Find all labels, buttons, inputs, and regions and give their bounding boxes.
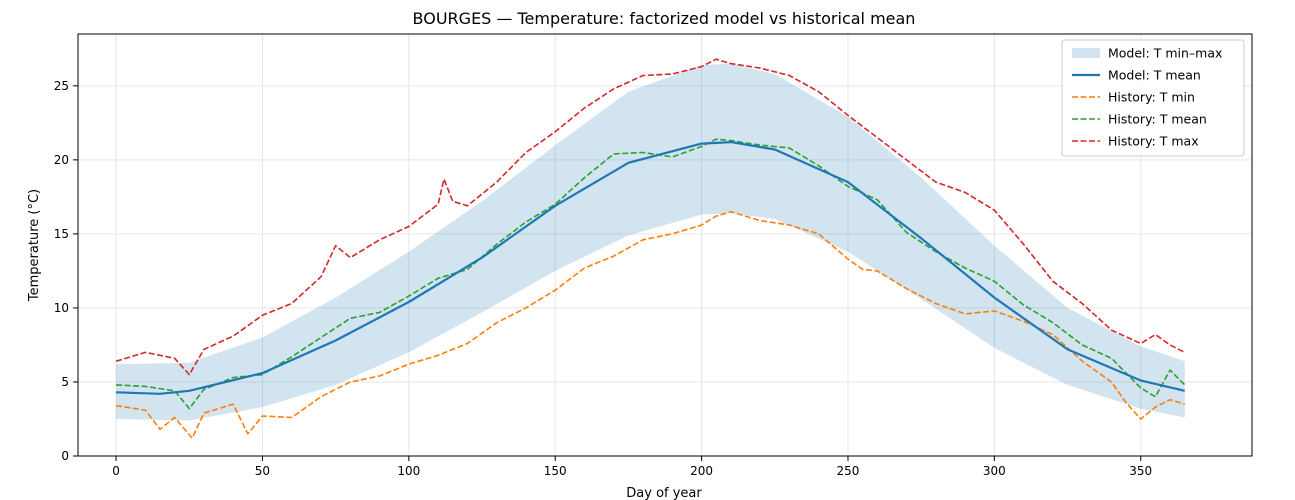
grid (78, 34, 1252, 457)
x-tick-label: 300 (983, 464, 1006, 478)
y-axis: 0 5 10 15 20 25 (54, 79, 78, 463)
x-tick-label: 200 (690, 464, 713, 478)
series-layer (115, 58, 1186, 440)
y-tick-label: 25 (54, 79, 69, 93)
model-minmax-band (116, 63, 1185, 421)
x-tick-label: 100 (397, 464, 420, 478)
legend-label: History: T mean (1108, 112, 1207, 127)
x-axis-label: Day of year (626, 486, 702, 500)
series-line-history-t-mean (116, 138, 1186, 410)
series-line-history-t-max (115, 58, 1186, 376)
y-tick-label: 15 (54, 227, 69, 241)
x-axis: 0 50 100 150 200 250 300 350 (112, 456, 1152, 478)
legend-label: Model: T min–max (1108, 46, 1222, 61)
x-tick-label: 150 (544, 464, 567, 478)
plot-frame (77, 33, 1253, 457)
x-tick-label: 350 (1129, 464, 1152, 478)
series-line-model-t-mean (116, 141, 1185, 395)
legend-label: History: T max (1108, 134, 1199, 149)
y-tick-label: 0 (61, 449, 69, 463)
legend-box (1061, 39, 1245, 157)
model-band-layer (116, 63, 1185, 421)
legend: Model: T min–max Model: T mean History: T … (1061, 39, 1245, 157)
y-tick-label: 10 (54, 301, 69, 315)
x-tick-label: 50 (255, 464, 270, 478)
y-tick-label: 5 (61, 375, 69, 389)
y-tick-label: 20 (54, 153, 69, 167)
chart-title: BOURGES — Temperature: factorized model … (413, 9, 916, 28)
legend-label: Model: T mean (1108, 68, 1201, 83)
x-tick-label: 0 (112, 464, 120, 478)
series-line-history-t-min (115, 210, 1185, 440)
legend-swatch (1072, 48, 1100, 58)
legend-label: History: T min (1108, 90, 1195, 105)
x-tick-label: 250 (837, 464, 860, 478)
y-axis-label: Temperature (°C) (27, 189, 42, 302)
